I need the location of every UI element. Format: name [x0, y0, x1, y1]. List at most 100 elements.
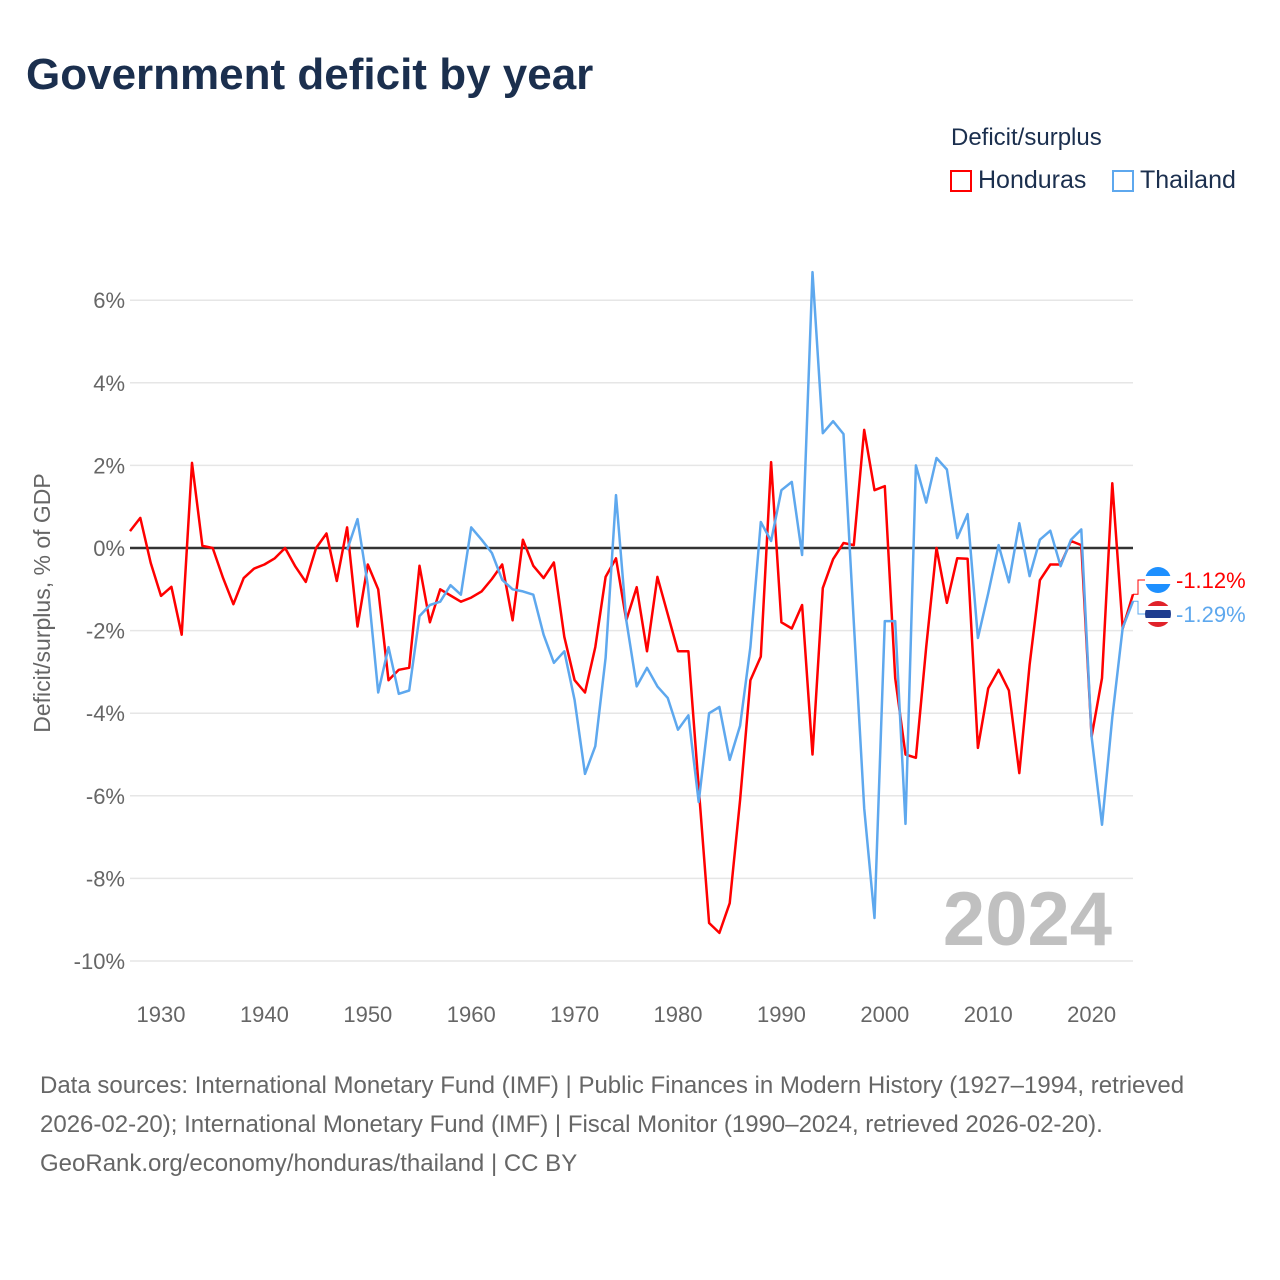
series-line-honduras	[129, 428, 1135, 935]
data-point-thailand	[1015, 519, 1023, 527]
data-point-honduras	[353, 622, 361, 630]
credit-link[interactable]: GeoRank.org/economy/honduras/thailand | …	[40, 1150, 578, 1177]
data-point-thailand	[881, 617, 889, 625]
data-point-honduras	[240, 574, 248, 582]
x-tick-label: 2010	[964, 1002, 1013, 1027]
data-point-thailand	[416, 612, 424, 620]
data-point-thailand	[560, 647, 568, 655]
legend-label-thailand: Thailand	[1140, 166, 1236, 194]
data-point-honduras	[457, 598, 465, 606]
data-point-honduras	[550, 558, 558, 566]
data-point-honduras	[312, 544, 320, 552]
data-point-honduras	[302, 578, 310, 586]
legend-title: Deficit/surplus	[951, 124, 1102, 151]
data-point-honduras	[736, 796, 744, 804]
data-point-honduras	[870, 486, 878, 494]
data-point-honduras	[136, 514, 144, 522]
data-point-honduras	[726, 899, 734, 907]
y-tick-label: -6%	[86, 784, 125, 809]
data-point-thailand	[964, 510, 972, 518]
data-point-thailand	[385, 643, 393, 651]
data-point-thailand	[1057, 562, 1065, 570]
data-point-honduras	[447, 591, 455, 599]
data-point-thailand	[478, 536, 486, 544]
data-point-honduras	[860, 426, 868, 434]
data-point-thailand	[664, 694, 672, 702]
data-point-thailand	[984, 589, 992, 597]
y-tick-label: 2%	[93, 453, 125, 478]
data-sources: Data sources: International Monetary Fun…	[40, 1072, 1185, 1138]
data-point-honduras	[498, 561, 506, 569]
data-point-honduras	[540, 574, 548, 582]
data-point-honduras	[188, 459, 196, 467]
chart-title: Government deficit by year	[26, 50, 594, 99]
data-point-thailand	[426, 601, 434, 609]
data-point-thailand	[695, 798, 703, 806]
data-point-thailand	[447, 581, 455, 589]
y-tick-label: 0%	[93, 536, 125, 561]
thailand-flag-icon	[1145, 601, 1171, 627]
data-point-thailand	[819, 429, 827, 437]
data-point-thailand	[850, 618, 858, 626]
data-point-honduras	[260, 561, 268, 569]
data-point-thailand	[622, 616, 630, 624]
data-point-honduras	[808, 751, 816, 759]
data-point-honduras	[271, 554, 279, 562]
data-point-thailand	[974, 634, 982, 642]
data-point-honduras	[881, 482, 889, 490]
data-point-thailand	[674, 726, 682, 734]
data-point-thailand	[353, 515, 361, 523]
data-point-thailand	[374, 689, 382, 697]
data-point-honduras	[1098, 674, 1106, 682]
data-point-honduras	[467, 594, 475, 602]
data-point-honduras	[209, 544, 217, 552]
data-point-honduras	[757, 653, 765, 661]
x-tick-label: 1930	[137, 1002, 186, 1027]
data-point-thailand	[467, 523, 475, 531]
data-point-honduras	[198, 542, 206, 550]
data-point-thailand	[953, 534, 961, 542]
data-point-thailand	[1005, 578, 1013, 586]
data-point-honduras	[922, 643, 930, 651]
data-point-thailand	[571, 696, 579, 704]
data-point-honduras	[1026, 661, 1034, 669]
legend-item-thailand[interactable]: Thailand	[1112, 166, 1236, 195]
data-point-thailand	[746, 643, 754, 651]
data-point-thailand	[581, 770, 589, 778]
data-point-honduras	[529, 562, 537, 570]
data-point-thailand	[1119, 624, 1127, 632]
end-label-connector	[1133, 579, 1145, 595]
data-point-honduras	[829, 555, 837, 563]
data-point-honduras	[974, 744, 982, 752]
data-point-honduras	[416, 562, 424, 570]
data-point-honduras	[850, 541, 858, 549]
data-point-thailand	[498, 576, 506, 584]
data-point-honduras	[715, 929, 723, 937]
data-point-honduras	[602, 573, 610, 581]
data-point-thailand	[715, 703, 723, 711]
line-chart: 2024 -10% -8% -6% -4% -2% 0% 2% 4% 6% 1930 1940 1950…	[29, 270, 1246, 1027]
data-point-honduras	[674, 647, 682, 655]
data-point-honduras	[322, 530, 330, 538]
data-point-thailand	[529, 591, 537, 599]
data-point-thailand	[457, 591, 465, 599]
data-point-thailand	[922, 499, 930, 507]
data-point-thailand	[550, 659, 558, 667]
data-point-thailand	[860, 804, 868, 812]
data-point-honduras	[591, 643, 599, 651]
data-point-honduras	[560, 633, 568, 641]
y-tick-label: 6%	[93, 288, 125, 313]
data-point-honduras	[653, 573, 661, 581]
honduras-flag-icon	[1145, 567, 1171, 593]
data-point-honduras	[167, 583, 175, 591]
data-point-thailand	[736, 722, 744, 730]
data-point-honduras	[943, 599, 951, 607]
end-label-connector	[1133, 600, 1145, 615]
data-point-honduras	[684, 647, 692, 655]
data-point-thailand	[995, 541, 1003, 549]
legend-item-honduras[interactable]: Honduras	[950, 166, 1086, 195]
data-point-honduras	[984, 684, 992, 692]
data-point-honduras	[777, 618, 785, 626]
footer: Data sources: International Monetary Fun…	[40, 1066, 1240, 1183]
data-point-thailand	[612, 491, 620, 499]
